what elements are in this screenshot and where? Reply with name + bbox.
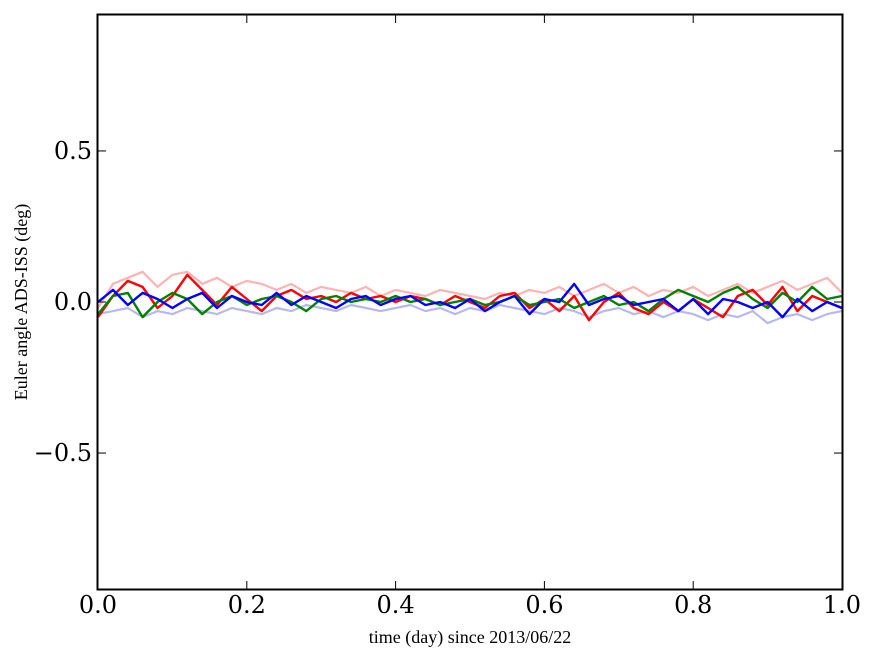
y-tick-label: −0.5 <box>34 439 92 467</box>
series-line-1 <box>97 270 843 309</box>
plot-frame <box>96 13 844 591</box>
x-axis-label: time (day) since 2013/06/22 <box>369 627 571 648</box>
x-tick-label: 0.2 <box>228 591 266 619</box>
x-tick-label: 0.4 <box>377 591 415 619</box>
series-line-5 <box>97 282 843 319</box>
series-layer <box>97 270 843 325</box>
x-tick-label: 0.0 <box>79 591 117 619</box>
x-tick-label: 0.8 <box>674 591 712 619</box>
y-axis-label: Euler angle ADS-ISS (deg) <box>11 204 32 400</box>
x-tick-label: 1.0 <box>823 591 861 619</box>
x-tick-label: 0.6 <box>525 591 563 619</box>
tick-layer: 0.0 0.2 0.4 0.6 0.8 1.0 −0.5 0.0 0.5 <box>34 15 861 619</box>
y-tick-label: 0.0 <box>54 288 92 316</box>
y-tick-label: 0.5 <box>54 137 92 165</box>
series-line-2 <box>97 303 843 325</box>
